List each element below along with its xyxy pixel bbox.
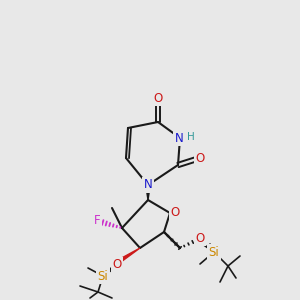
Polygon shape [117, 248, 140, 263]
Text: H: H [187, 132, 195, 142]
Text: O: O [112, 259, 122, 272]
Polygon shape [146, 185, 150, 200]
Text: N: N [144, 178, 152, 191]
Text: O: O [195, 232, 205, 244]
Text: O: O [153, 92, 163, 104]
Text: F: F [94, 214, 100, 227]
Text: Si: Si [208, 245, 219, 259]
Text: Si: Si [98, 269, 108, 283]
Text: N: N [175, 131, 183, 145]
Text: O: O [170, 206, 180, 218]
Text: O: O [195, 152, 205, 164]
